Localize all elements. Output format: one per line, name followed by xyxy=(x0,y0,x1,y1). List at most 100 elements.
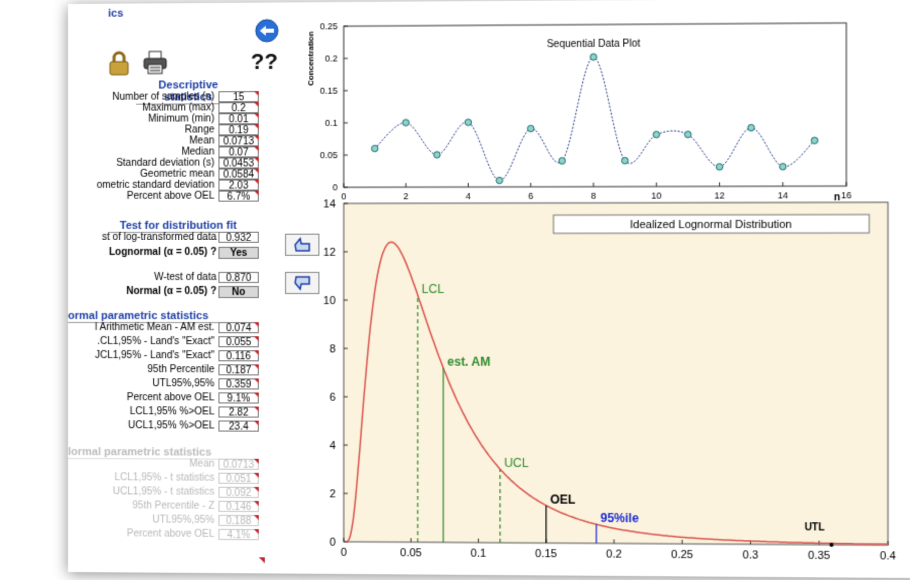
descriptive-table: Number of samples (n) 15 Maximum (max) 0.2 M… xyxy=(68,0,910,203)
stat-label: LCL1,95% %>OEL xyxy=(129,406,215,418)
data-point xyxy=(780,163,787,170)
data-point xyxy=(403,119,410,125)
stat-label: LCL1,95% - t statistics xyxy=(114,472,215,484)
stat-row: UCL1,95% - t statistics xyxy=(68,486,215,499)
stat-label: Percent above OEL xyxy=(126,528,215,540)
stat-value: 23.4 xyxy=(218,420,259,433)
stat-value: 2.82 xyxy=(218,406,259,419)
y-tick-label: 6 xyxy=(329,392,335,404)
log-test-label: st of log-transformed data xyxy=(102,231,217,243)
stat-label: UCL1,95% %>OEL xyxy=(128,420,215,432)
left-arrow-icon xyxy=(255,19,279,43)
stat-row: .CL1,95% - Land's "Exact" xyxy=(68,336,214,348)
stat-value: 0.01 xyxy=(218,113,259,125)
w-test-row: W-test of data xyxy=(68,272,216,284)
stat-label: JCL1,95% - Land's "Exact" xyxy=(94,350,215,362)
stat-row: LCL1,95% %>OEL xyxy=(68,406,215,418)
y-tick-label: 0.15 xyxy=(320,86,338,96)
x-tick-label: 16 xyxy=(841,190,851,200)
back-button[interactable] xyxy=(255,19,279,43)
data-point xyxy=(590,54,597,61)
x-tick-label: 4 xyxy=(466,191,471,201)
data-point xyxy=(496,177,503,183)
w-test-value: 0.870 xyxy=(218,271,259,284)
y-axis-label: Concentration xyxy=(306,31,315,86)
stat-row: UTL95%,95% xyxy=(68,378,214,390)
stat-row: Mean xyxy=(68,458,214,471)
normal-stats-table: Mean 0.0713 LCL1,95% - t statistics 0.051 UC… xyxy=(68,0,910,541)
lock-button[interactable] xyxy=(108,50,130,76)
lognormal-fit-indicator xyxy=(285,233,320,256)
stat-value: 0.19 xyxy=(218,124,259,136)
y-tick-label: 2 xyxy=(329,488,335,500)
chart-title: Idealized Lognormal Distribution xyxy=(630,219,792,231)
stat-value: 0.2 xyxy=(218,102,259,114)
y-tick-label: 0.05 xyxy=(320,150,338,160)
stat-row: Percent above OEL xyxy=(68,392,215,404)
stat-row: UTL95%,95% xyxy=(68,514,214,527)
y-tick-label: 0.1 xyxy=(325,118,338,128)
x-tick-label: 0.35 xyxy=(808,550,830,562)
stat-value: 0.051 xyxy=(218,472,259,485)
x-tick-label: 2 xyxy=(403,191,408,201)
stat-row: UCL1,95% %>OEL xyxy=(68,420,214,433)
normal-fit-indicator xyxy=(285,271,320,295)
stat-value: 0.055 xyxy=(218,336,259,348)
lognormal-distribution-chart: 0 0.05 0.1 0.15 0.2 0.25 0.3 0.35 0.4 0 2 4 6 8 10 12 14… xyxy=(323,198,896,562)
stat-value: 0.0453 xyxy=(218,157,259,170)
stat-label: UTL95%,95% xyxy=(152,514,215,526)
data-point xyxy=(622,157,629,164)
data-point xyxy=(748,124,755,131)
marker-label: UTL xyxy=(805,522,825,533)
stat-value: 0.07 xyxy=(218,146,259,158)
data-point xyxy=(685,131,692,138)
stat-value: 4.1% xyxy=(218,528,259,541)
x-tick-label: 8 xyxy=(591,191,596,201)
stat-label: Percent above OEL xyxy=(126,392,215,404)
chart-title-box xyxy=(554,215,870,234)
marker-label: UCL xyxy=(504,456,529,470)
normal-question: Normal (α = 0.05) ? xyxy=(126,285,217,298)
x-tick-label: 0.25 xyxy=(671,549,693,561)
padlock-icon xyxy=(109,51,129,76)
normal-answer: No xyxy=(218,285,259,299)
lognormal-stats-table: l Arithmetic Mean - AM est. 0.074 .CL1,95%… xyxy=(68,0,910,433)
x-tick-label: 0.4 xyxy=(880,550,896,562)
x-tick-label: 0.1 xyxy=(471,548,487,560)
stat-value: 0.187 xyxy=(218,364,259,376)
lognormal-question: Lognormal (α = 0.05) ? xyxy=(109,246,217,258)
y-tick-label: 10 xyxy=(323,295,335,307)
y-tick-label: 4 xyxy=(329,440,335,452)
stat-label: .CL1,95% - Land's "Exact" xyxy=(97,336,215,348)
plot-frame xyxy=(344,202,888,545)
x-tick-label: 6 xyxy=(528,191,533,201)
stat-label: UTL95%,95% xyxy=(152,378,215,390)
utl-marker xyxy=(829,542,834,547)
help-button[interactable]: ?? xyxy=(250,48,278,75)
sheet-title-fragment: ics xyxy=(108,7,124,20)
marker-label: est. AM xyxy=(447,355,490,369)
stat-value: 6.7% xyxy=(218,190,259,203)
x-tick-label: 12 xyxy=(714,190,724,200)
stat-row: l Arithmetic Mean - AM est. xyxy=(68,322,214,334)
plot-frame xyxy=(344,23,847,187)
stat-value: 0.0713 xyxy=(218,458,259,471)
small-marker xyxy=(258,557,265,564)
data-point xyxy=(811,137,818,144)
printer-icon xyxy=(143,50,167,74)
stat-value: 0.074 xyxy=(218,322,259,334)
data-point xyxy=(653,131,660,138)
stat-value: 0.092 xyxy=(218,486,259,499)
stat-row: JCL1,95% - Land's "Exact" xyxy=(68,350,215,362)
data-point xyxy=(559,158,566,164)
x-tick-label: 0.3 xyxy=(743,549,759,561)
thumbs-down-icon xyxy=(286,273,318,293)
y-tick-label: 0.25 xyxy=(320,21,338,31)
print-button[interactable] xyxy=(142,49,168,75)
y-tick-label: 12 xyxy=(323,247,335,259)
log-test-row: st of log-transformed data xyxy=(68,232,216,244)
stat-label: 95th Percentile - Z xyxy=(132,500,215,512)
x-tick-label: 0.15 xyxy=(535,548,557,560)
stat-value: 0.359 xyxy=(218,378,259,390)
x-tick-label: 14 xyxy=(778,190,788,200)
